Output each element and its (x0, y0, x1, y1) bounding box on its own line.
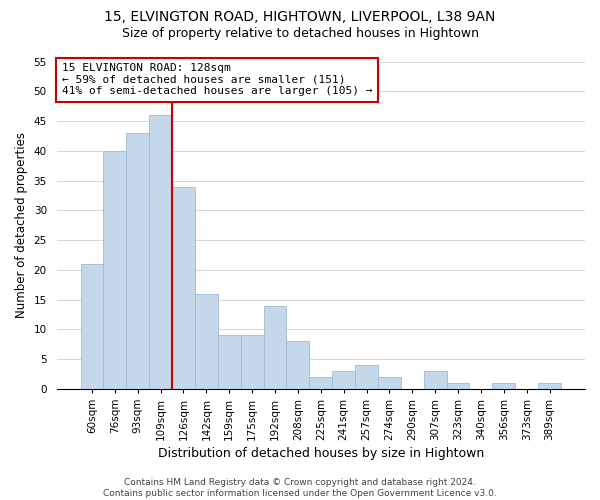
Bar (493, 383, 515, 389)
Text: 15, ELVINGTON ROAD, HIGHTOWN, LIVERPOOL, L38 9AN: 15, ELVINGTON ROAD, HIGHTOWN, LIVERPOOL,… (104, 10, 496, 24)
Y-axis label: Number of detached properties: Number of detached properties (15, 132, 28, 318)
Bar (172, 186, 195, 389)
Bar (538, 383, 561, 389)
Bar (378, 377, 401, 389)
Bar (446, 383, 469, 389)
Text: 15 ELVINGTON ROAD: 128sqm
← 59% of detached houses are smaller (151)
41% of semi: 15 ELVINGTON ROAD: 128sqm ← 59% of detac… (62, 63, 373, 96)
Bar (286, 342, 310, 389)
Bar (218, 336, 241, 389)
Bar (332, 371, 355, 389)
Bar (127, 133, 149, 389)
Bar (80, 264, 103, 389)
Bar (195, 294, 218, 389)
Bar (263, 306, 286, 389)
Text: Contains HM Land Registry data © Crown copyright and database right 2024.
Contai: Contains HM Land Registry data © Crown c… (103, 478, 497, 498)
Bar (103, 151, 127, 389)
Bar (241, 336, 263, 389)
Bar (149, 115, 172, 389)
X-axis label: Distribution of detached houses by size in Hightown: Distribution of detached houses by size … (158, 447, 484, 460)
Bar (310, 377, 332, 389)
Bar (355, 365, 378, 389)
Bar (424, 371, 446, 389)
Text: Size of property relative to detached houses in Hightown: Size of property relative to detached ho… (121, 28, 479, 40)
